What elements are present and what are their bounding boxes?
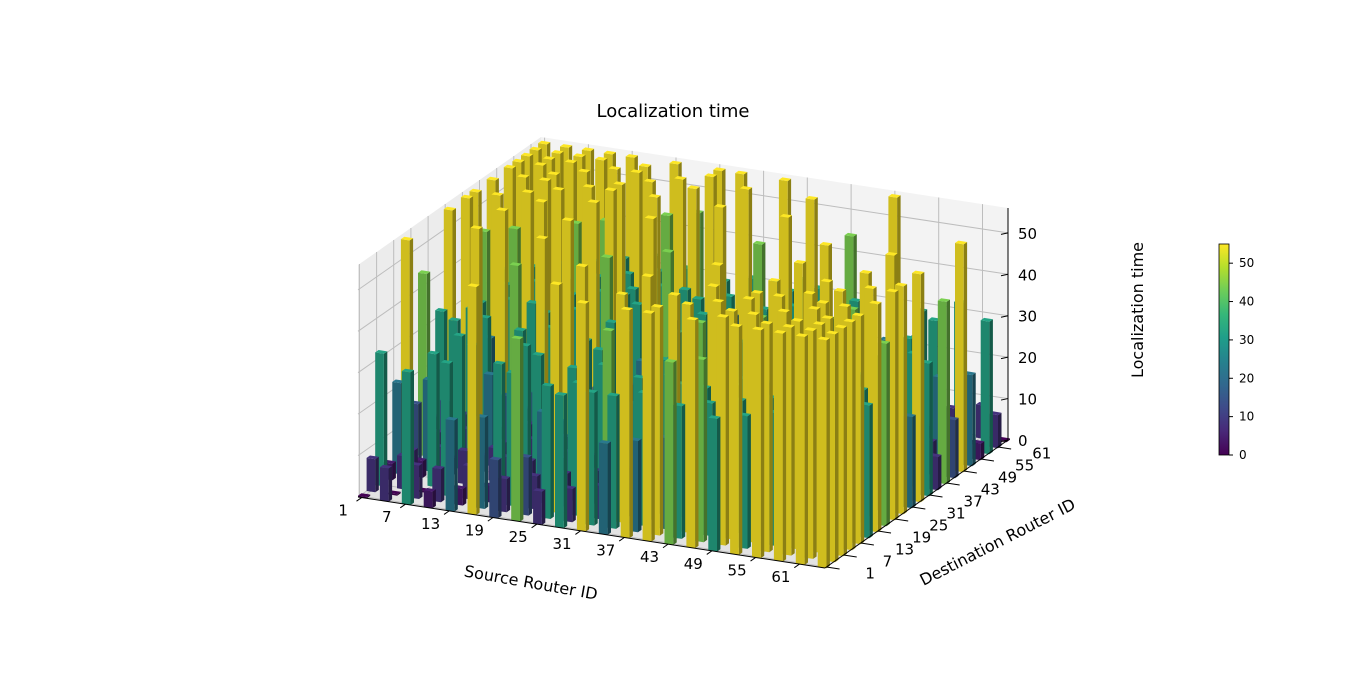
bar-src-7-dst-1 [401, 368, 414, 505]
colorbar-tick-label: 40 [1239, 295, 1254, 309]
colorbar-tick-label: 10 [1239, 410, 1254, 424]
z-tick-label: 20 [1018, 349, 1037, 367]
colorbar: 0 10 20 30 40 50 [1218, 243, 1254, 462]
bar-src-25-dst-4 [541, 382, 554, 519]
bar-src-61-dst-1 [795, 333, 808, 565]
x-tick-label: 19 [465, 522, 484, 540]
y-tick-label: 25 [929, 517, 948, 535]
bar-src-28-dst-1 [555, 392, 568, 529]
bar-src-16-dst-1 [467, 283, 480, 515]
bar-src-25-dst-1 [533, 488, 546, 525]
bar-src-31-dst-1 [576, 300, 590, 532]
y-tick-label: 61 [1032, 445, 1051, 463]
y-tick-label: 55 [1015, 457, 1034, 475]
bar-src-19-dst-1 [489, 456, 502, 519]
x-axis-label: Source Router ID [463, 561, 599, 603]
x-tick-label: 61 [771, 568, 790, 586]
bar-src-37-dst-1 [620, 306, 633, 539]
x-tick-label: 25 [509, 528, 528, 546]
z-axis-label: Localization time [1128, 242, 1147, 378]
y-axis-line [824, 439, 1009, 569]
y-tick-label: 7 [883, 553, 893, 571]
bar-src-7-dst-10 [427, 350, 440, 487]
y-tick-label: 43 [981, 481, 1000, 499]
bar-src-34-dst-1 [598, 440, 611, 535]
bar-src-13-dst-1 [445, 416, 458, 512]
bar-src-64-dst-49 [955, 240, 968, 473]
bar-src-64-dst-58 [980, 317, 993, 455]
z-tick-label: 0 [1018, 432, 1028, 450]
axis-lines [357, 208, 1009, 569]
chart-title: Localization time [597, 101, 750, 122]
x-tick-label: 43 [640, 548, 659, 566]
bars [358, 140, 1010, 569]
x-tick-label: 31 [552, 535, 571, 553]
x-tick-label: 37 [596, 542, 615, 560]
colorbar-tick-label: 50 [1239, 256, 1254, 270]
bar-src-22-dst-1 [511, 335, 524, 522]
x-tick-label: 55 [728, 562, 747, 580]
bar-src-55-dst-1 [752, 326, 765, 559]
y-tick-label: 1 [865, 565, 875, 583]
bar-src-43-dst-1 [664, 358, 677, 545]
z-tick-label: 30 [1018, 308, 1037, 326]
colorbar-tick-label: 30 [1239, 333, 1254, 347]
bar-src-1-dst-4 [366, 455, 379, 493]
x-tick-label: 49 [684, 555, 703, 573]
bar-src-49-dst-1 [708, 415, 721, 552]
bar-src-10-dst-1 [423, 488, 436, 509]
colorbar-tick-label: 0 [1239, 448, 1247, 462]
bar-src-64-dst-43 [937, 298, 950, 485]
y-axis-label: Destination Router ID [917, 495, 1079, 590]
z-tick-label: 10 [1018, 391, 1037, 409]
bar-src-1-dst-7 [375, 350, 388, 487]
bar-src-58-dst-1 [773, 330, 787, 562]
tick-labels: 1 7 13 19 25 31 37 43 49 55 61 17131925313743495561… [338, 225, 1051, 586]
bar-src-46-dst-1 [686, 316, 699, 549]
y-tick-label: 13 [895, 541, 914, 559]
colorbar-tick-label: 20 [1239, 371, 1254, 385]
y-tick-label: 37 [964, 493, 983, 511]
x-tick-label: 13 [421, 515, 440, 533]
z-tick-label: 50 [1018, 225, 1037, 243]
bar-src-64-dst-1 [817, 336, 830, 569]
colorbar-gradient [1218, 243, 1230, 456]
x-tick-label: 1 [338, 502, 348, 520]
y-tick-label: 49 [998, 469, 1017, 487]
y-tick-label: 19 [912, 529, 931, 547]
bar-src-52-dst-1 [730, 323, 743, 555]
y-tick-label: 31 [946, 505, 965, 523]
bar-src-40-dst-1 [642, 310, 655, 542]
z-tick-label: 40 [1018, 266, 1037, 284]
bar-src-4-dst-1 [379, 464, 393, 502]
x-axis-line [357, 496, 826, 569]
x-tick-label: 7 [382, 508, 392, 526]
